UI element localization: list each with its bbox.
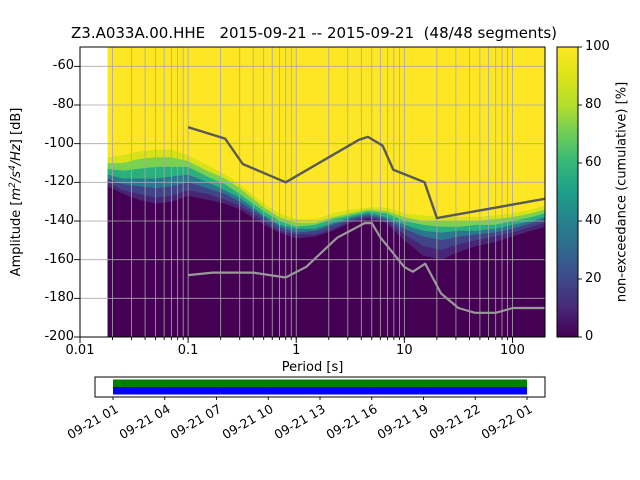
ppsd-band-p0 <box>107 186 545 337</box>
x-tick-label: 0.1 <box>177 343 199 358</box>
nlnm-line <box>187 222 545 314</box>
x-tick-label: 10 <box>396 343 413 358</box>
y-tick-label: -180 <box>44 290 74 306</box>
y-tick-label: -120 <box>44 174 74 190</box>
time-tick-label: 09-21 04 <box>116 401 173 443</box>
y-tick-label: -60 <box>52 58 74 74</box>
y-tick-label: -160 <box>44 251 74 267</box>
time-tick-label: 09-21 10 <box>219 401 276 443</box>
time-tick-label: 09-21 16 <box>323 401 380 443</box>
time-tick-label: 09-21 01 <box>64 401 121 443</box>
colorbar-tick-label: 100 <box>585 39 610 54</box>
time-tick-label: 09-21 19 <box>374 401 431 443</box>
colorbar-border <box>556 46 579 338</box>
colorbar-tick-label: 80 <box>585 97 602 112</box>
x-axis-label: Period [s] <box>281 360 344 375</box>
timeline-data-bar <box>113 387 527 395</box>
colorbar-tick-label: 40 <box>585 213 602 228</box>
axis-tick-marks <box>74 46 582 400</box>
time-tick-label: 09-22 01 <box>478 401 535 443</box>
y-tick-label: -80 <box>52 97 74 112</box>
timeline-processed-bar <box>113 379 527 387</box>
plot-border <box>79 46 546 338</box>
time-tick-label: 09-21 13 <box>271 401 328 443</box>
colorbar-tick-label: 60 <box>585 155 602 170</box>
time-tick-label: 09-21 22 <box>426 401 483 443</box>
plot-title: Z3.A033A.00.HHE 2015-09-21 -- 2015-09-21… <box>71 24 557 42</box>
grid <box>80 47 545 337</box>
y-tick-label: -100 <box>44 135 74 151</box>
y-tick-label: -140 <box>44 213 74 228</box>
colorbar-tick-label: 0 <box>585 329 594 344</box>
colorbar-tick-label: 20 <box>585 271 602 286</box>
x-tick-label: 0.01 <box>65 343 95 358</box>
colorbar-gradient <box>557 47 578 337</box>
y-tick-label: -200 <box>44 329 74 344</box>
x-tick-label: 100 <box>500 343 525 358</box>
noise-models <box>187 126 545 314</box>
time-tick-label: 09-21 07 <box>167 401 224 443</box>
x-tick-label: 1 <box>292 343 301 358</box>
nhnm-line <box>187 126 545 220</box>
